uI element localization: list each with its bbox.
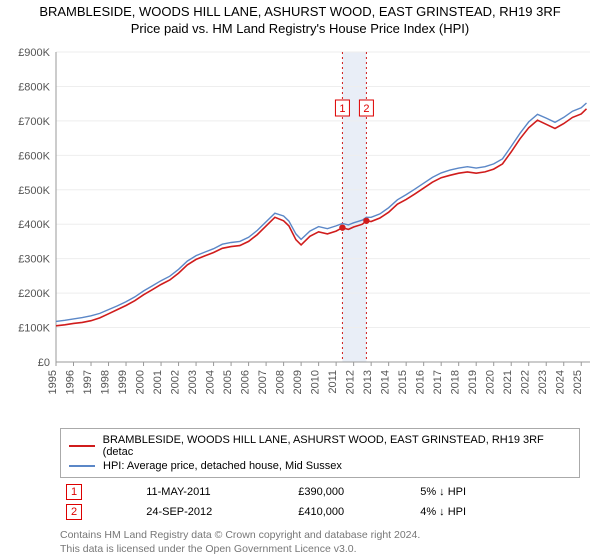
x-tick-label: 2013 (362, 370, 374, 394)
x-tick-label: 2016 (415, 370, 427, 394)
x-tick-label: 1997 (82, 370, 94, 394)
x-tick-label: 2018 (450, 370, 462, 394)
legend-label: BRAMBLESIDE, WOODS HILL LANE, ASHURST WO… (103, 434, 571, 458)
sale-row: 2 24-SEP-2012£410,0004% ↓ HPI (60, 502, 580, 522)
chart-title: BRAMBLESIDE, WOODS HILL LANE, ASHURST WO… (0, 0, 600, 21)
legend-row: BRAMBLESIDE, WOODS HILL LANE, ASHURST WO… (69, 433, 571, 459)
legend-swatch (69, 445, 95, 447)
x-tick-label: 2015 (397, 370, 409, 394)
y-tick-label: £300K (18, 254, 50, 266)
x-tick-label: 2000 (135, 370, 147, 394)
x-tick-label: 2022 (520, 370, 532, 394)
y-tick-label: £400K (18, 219, 50, 231)
x-tick-label: 2010 (310, 370, 322, 394)
sale-badge: 2 (66, 504, 82, 520)
x-tick-label: 2007 (257, 370, 269, 394)
x-tick-label: 1999 (117, 370, 129, 394)
highlight-band (342, 52, 366, 362)
x-tick-label: 2008 (275, 370, 287, 394)
legend-label: HPI: Average price, detached house, Mid … (103, 460, 342, 472)
x-tick-label: 2024 (555, 370, 567, 394)
legend: BRAMBLESIDE, WOODS HILL LANE, ASHURST WO… (60, 428, 580, 478)
sale-dot (363, 217, 369, 223)
x-tick-label: 2011 (327, 370, 339, 394)
legend-row: HPI: Average price, detached house, Mid … (69, 459, 571, 473)
sale-price: £390,000 (292, 482, 414, 502)
sale-row: 1 11-MAY-2011£390,0005% ↓ HPI (60, 482, 580, 502)
legend-swatch (69, 465, 95, 467)
chart-svg: £0 £100K £200K £300K £400K £500K £600K £700K £80… (0, 42, 600, 422)
x-tick-label: 2012 (345, 370, 357, 394)
x-tick-label: 1995 (47, 370, 59, 394)
x-tick-label: 2021 (502, 370, 514, 394)
chart: £0 £100K £200K £300K £400K £500K £600K £700K £80… (0, 42, 600, 422)
y-tick-label: £900K (18, 47, 50, 59)
x-tick-label: 1998 (100, 370, 112, 394)
footnote-line-2: This data is licensed under the Open Gov… (60, 542, 580, 556)
y-tick-label: £200K (18, 288, 50, 300)
x-tick-label: 2017 (432, 370, 444, 394)
x-tick-label: 2019 (467, 370, 479, 394)
y-tick-label: £600K (18, 150, 50, 162)
x-tick-label: 2002 (170, 370, 182, 394)
sale-delta: 5% ↓ HPI (414, 482, 580, 502)
sale-dot (339, 224, 345, 230)
sale-label-text: 2 (363, 103, 369, 115)
footnote: Contains HM Land Registry data © Crown c… (60, 528, 580, 556)
chart-subtitle: Price paid vs. HM Land Registry's House … (0, 21, 600, 42)
y-tick-label: £700K (18, 116, 50, 128)
series-hpi (56, 103, 587, 321)
sale-date: 11-MAY-2011 (140, 482, 292, 502)
x-tick-label: 2006 (240, 370, 252, 394)
x-tick-label: 2004 (205, 370, 217, 394)
sale-badge: 1 (66, 484, 82, 500)
x-tick-label: 2020 (485, 370, 497, 394)
x-tick-label: 1996 (65, 370, 77, 394)
x-tick-label: 2005 (222, 370, 234, 394)
sale-price: £410,000 (292, 502, 414, 522)
x-tick-label: 2023 (537, 370, 549, 394)
x-tick-label: 2009 (292, 370, 304, 394)
y-tick-label: £500K (18, 185, 50, 197)
x-tick-label: 2025 (572, 370, 584, 394)
sale-label-text: 1 (339, 103, 345, 115)
footnote-line-1: Contains HM Land Registry data © Crown c… (60, 528, 580, 542)
x-tick-label: 2001 (152, 370, 164, 394)
sale-date: 24-SEP-2012 (140, 502, 292, 522)
sales-table: 1 11-MAY-2011£390,0005% ↓ HPI 2 24-SEP-2012… (60, 482, 580, 522)
y-tick-label: £100K (18, 322, 50, 334)
y-tick-label: £800K (18, 81, 50, 93)
y-tick-label: £0 (38, 357, 50, 369)
x-tick-label: 2003 (187, 370, 199, 394)
page: BRAMBLESIDE, WOODS HILL LANE, ASHURST WO… (0, 0, 600, 556)
x-tick-label: 2014 (380, 370, 392, 394)
sale-delta: 4% ↓ HPI (414, 502, 580, 522)
